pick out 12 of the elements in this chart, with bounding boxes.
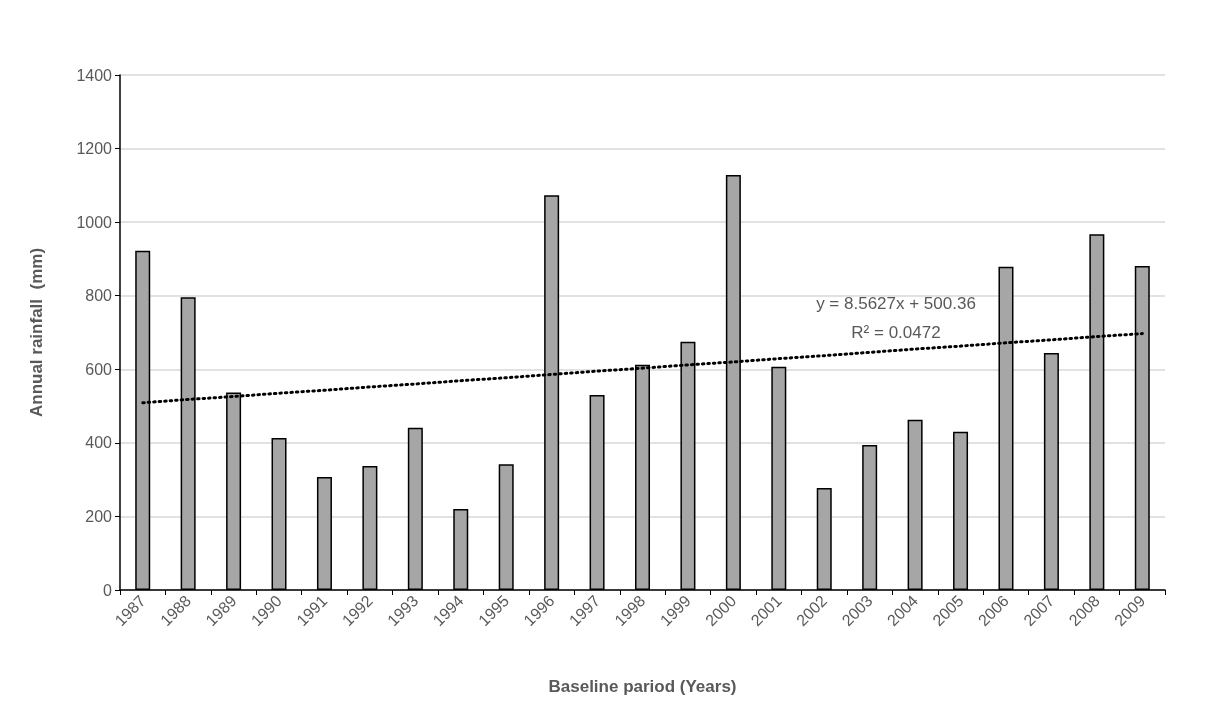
y-tick-label: 0 — [103, 581, 113, 599]
x-axis-title: Baseline pariod (Years) — [548, 677, 737, 696]
y-tick-label: 1400 — [76, 66, 113, 84]
annotation: R² = 0.0472 — [851, 323, 941, 342]
y-tick-label: 1200 — [76, 140, 113, 158]
annotation: y = 8.5627x + 500.36 — [816, 294, 976, 313]
y-axis-title: Annual rainfall (mm) — [27, 247, 46, 418]
y-tick-label: 200 — [85, 507, 113, 525]
y-tick-label: 1000 — [76, 213, 113, 231]
y-tick-label: 600 — [85, 360, 113, 378]
y-tick-label: 400 — [85, 434, 113, 452]
y-tick-label: 800 — [85, 287, 113, 305]
